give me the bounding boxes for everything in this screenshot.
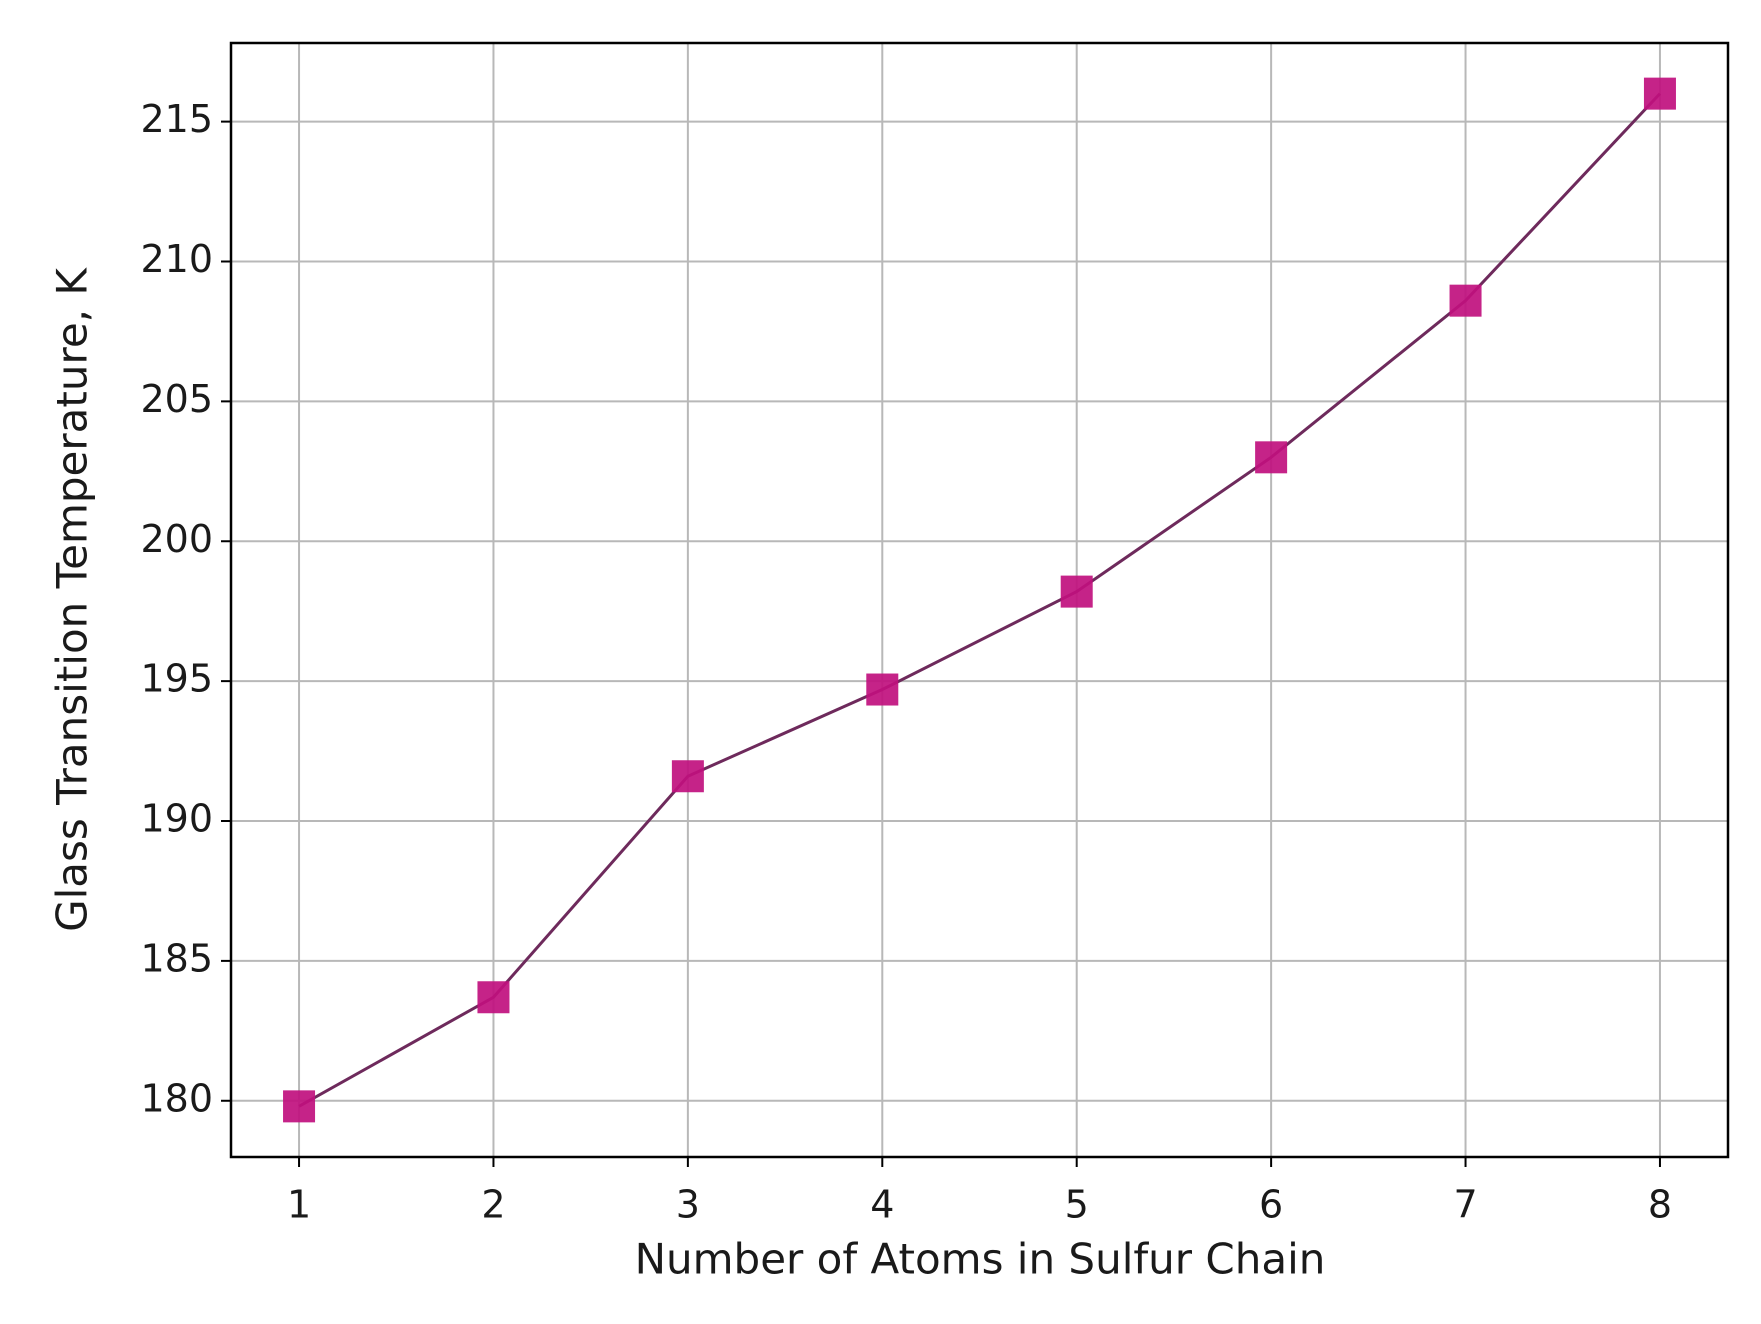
marker: [1643, 77, 1676, 110]
y-tick-label: 200: [140, 517, 213, 561]
marker: [283, 1090, 316, 1123]
marker: [477, 981, 510, 1014]
marker: [671, 760, 704, 793]
x-tick-label: 6: [1259, 1183, 1283, 1227]
y-tick-label: 215: [140, 97, 213, 141]
x-tick-label: 7: [1453, 1183, 1477, 1227]
x-tick-label: 3: [676, 1183, 700, 1227]
data-line: [298, 92, 1662, 1108]
marker: [1449, 284, 1482, 317]
x-tick-label: 5: [1065, 1183, 1089, 1227]
x-tick-label: 2: [481, 1183, 505, 1227]
y-tick-label: 195: [140, 657, 213, 701]
x-tick-label: 1: [287, 1183, 311, 1227]
y-tick-label: 205: [140, 377, 213, 421]
marker: [866, 673, 899, 706]
x-axis-label: Number of Atoms in Sulfur Chain: [635, 1235, 1326, 1284]
y-tick-label: 190: [140, 797, 213, 841]
y-tick-label: 210: [140, 237, 213, 281]
y-axis-label: Glass Transition Temperature, K: [48, 267, 97, 932]
x-tick-label: 4: [870, 1183, 894, 1227]
marker: [1060, 575, 1093, 608]
marker: [1255, 441, 1288, 474]
y-tick-label: 180: [140, 1076, 213, 1120]
y-tick-label: 185: [140, 936, 213, 980]
x-tick-label: 8: [1648, 1183, 1672, 1227]
plot-frame: [229, 41, 1730, 1159]
